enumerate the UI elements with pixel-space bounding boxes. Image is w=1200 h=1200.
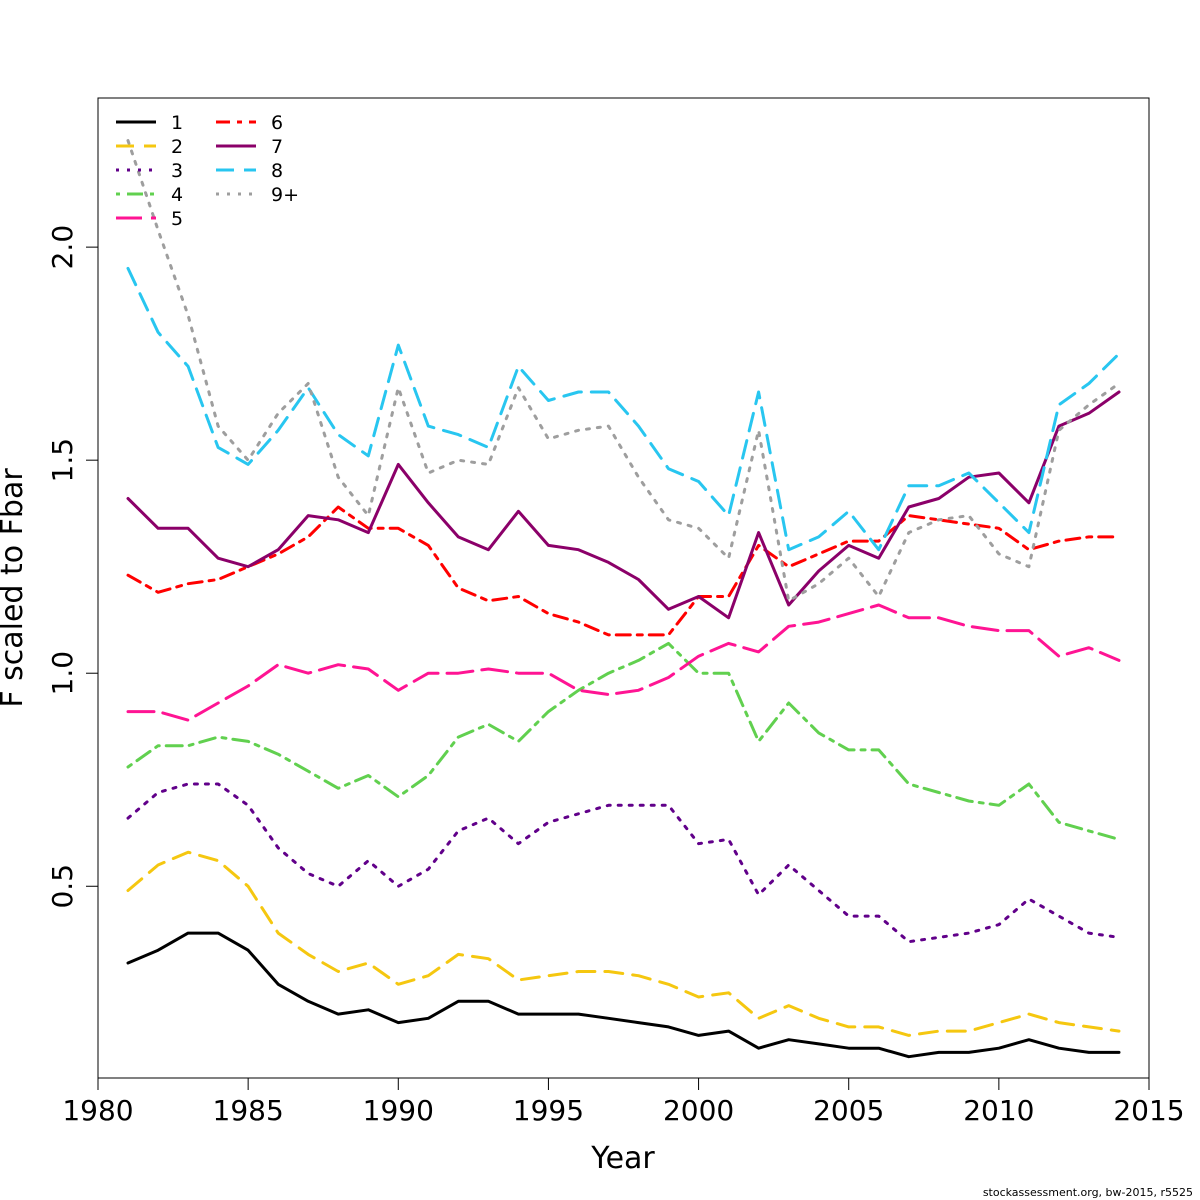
series-line-3 xyxy=(126,782,1121,944)
series-line-9 xyxy=(126,139,1121,603)
x-tick-label: 1995 xyxy=(513,1094,584,1127)
legend-label-6: 6 xyxy=(271,112,283,134)
legend-label-7: 7 xyxy=(271,136,283,158)
x-axis-title: Year xyxy=(590,1141,655,1176)
legend-label-5: 5 xyxy=(171,208,183,230)
x-tick-label: 2000 xyxy=(663,1094,734,1127)
legend-label-1: 1 xyxy=(171,112,183,134)
x-tick-label: 2015 xyxy=(1113,1094,1184,1127)
y-tick-label: 2.0 xyxy=(46,225,79,270)
y-tick-label: 1.5 xyxy=(46,438,79,483)
x-tick-label: 2005 xyxy=(813,1094,884,1127)
y-axis: 0.5 1.0 1.5 2.0 xyxy=(46,225,99,909)
series-line-4 xyxy=(126,641,1121,841)
series-line-1 xyxy=(126,931,1121,1059)
y-tick-label: 1.0 xyxy=(46,651,79,696)
plot-frame xyxy=(97,97,1150,1079)
legend-label-4: 4 xyxy=(171,184,183,206)
legend-label-9: 9+ xyxy=(271,184,299,206)
y-tick-label: 0.5 xyxy=(46,864,79,909)
x-axis: 1980 1985 1990 1995 2000 2005 2010 2015 xyxy=(62,1077,1185,1127)
series-line-7 xyxy=(126,390,1121,620)
x-tick-label: 1990 xyxy=(363,1094,434,1127)
series-line-6 xyxy=(126,505,1121,637)
series-line-5 xyxy=(126,603,1121,722)
series-layer xyxy=(126,139,1121,1059)
legend-label-2: 2 xyxy=(171,136,183,158)
legend-label-8: 8 xyxy=(271,160,283,182)
x-tick-label: 1985 xyxy=(213,1094,284,1127)
x-tick-label: 2010 xyxy=(963,1094,1034,1127)
x-tick-label: 1980 xyxy=(62,1094,133,1127)
legend-label-3: 3 xyxy=(171,160,183,182)
series-line-8 xyxy=(126,266,1121,552)
footer-credit: stockassessment.org, bw-2015, r5525 xyxy=(983,1186,1193,1199)
series-line-2 xyxy=(126,850,1121,1037)
y-axis-title: F scaled to Fbar xyxy=(0,468,30,708)
